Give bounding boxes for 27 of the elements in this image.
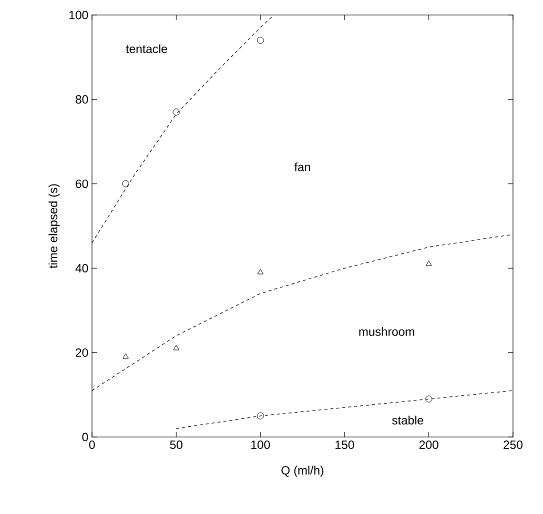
y-tick-label: 80 xyxy=(76,95,88,104)
y-axis-title: time elapsed (s) xyxy=(48,184,60,268)
point xyxy=(122,180,130,188)
point xyxy=(257,268,264,274)
y-tick-label: 60 xyxy=(76,180,88,188)
x-tick-label: 50 xyxy=(170,440,182,449)
y-tick-label: 40 xyxy=(75,264,88,272)
point xyxy=(172,108,180,116)
x-tick-label: 250 xyxy=(504,440,523,449)
x-tick-label: 0 xyxy=(89,440,95,449)
point xyxy=(256,412,264,420)
y-tick-label: 100 xyxy=(69,10,88,20)
annotation: mushroom xyxy=(359,327,414,336)
x-tick-label: 150 xyxy=(336,440,354,449)
point xyxy=(425,396,432,402)
point xyxy=(173,344,180,350)
x-tick-label: 200 xyxy=(419,440,438,449)
point xyxy=(426,260,432,266)
y-tick-label: 0 xyxy=(82,432,88,442)
annotation: stable xyxy=(392,416,424,425)
point xyxy=(256,36,264,44)
x-tick-label: 100 xyxy=(251,440,270,449)
point xyxy=(122,353,129,359)
y-tick-label: 20 xyxy=(76,348,88,357)
annotation: fan xyxy=(294,162,310,172)
annotation: tentacle xyxy=(126,44,168,54)
x-axis-title: Q (ml/h) xyxy=(281,466,324,477)
